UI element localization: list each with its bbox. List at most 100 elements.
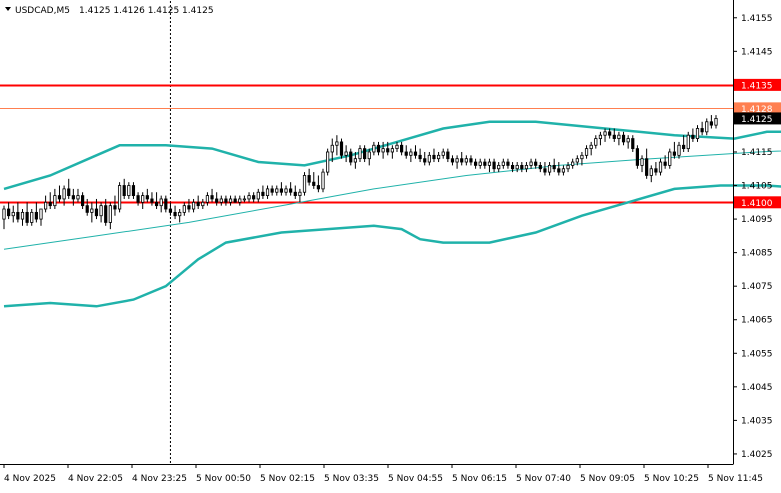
candle bbox=[409, 148, 413, 163]
candle-body bbox=[201, 201, 205, 207]
symbol-label[interactable]: USDCAD,M5 bbox=[15, 6, 70, 16]
candle-body bbox=[418, 154, 422, 160]
candle bbox=[104, 198, 108, 226]
candle bbox=[358, 145, 362, 163]
candle-body bbox=[487, 161, 492, 166]
candle bbox=[621, 131, 626, 146]
candle-body bbox=[326, 151, 330, 173]
candle bbox=[191, 198, 196, 213]
candle-body bbox=[196, 201, 200, 207]
candle-body bbox=[506, 161, 510, 166]
candle bbox=[460, 151, 464, 166]
candle-body bbox=[566, 164, 570, 170]
candle bbox=[663, 155, 667, 169]
candle bbox=[654, 162, 658, 176]
price-tag-1-4100-bg bbox=[734, 196, 781, 209]
candle-body bbox=[677, 144, 681, 156]
candle bbox=[395, 141, 399, 152]
candle bbox=[464, 155, 468, 166]
candle-body bbox=[547, 164, 552, 173]
candle bbox=[275, 185, 279, 196]
candle bbox=[210, 188, 214, 203]
candle bbox=[238, 195, 242, 206]
candle-body bbox=[709, 121, 713, 126]
candle-body bbox=[80, 195, 85, 207]
candle bbox=[473, 158, 478, 169]
candle bbox=[344, 145, 348, 163]
candle bbox=[608, 128, 612, 139]
candle bbox=[640, 155, 644, 173]
candle bbox=[7, 202, 11, 220]
candle-body bbox=[631, 138, 635, 150]
candle bbox=[330, 138, 334, 163]
candle-body bbox=[71, 195, 75, 200]
candle bbox=[501, 158, 505, 169]
price-tag-1-4100: 1.4100 bbox=[741, 199, 773, 209]
candle-body bbox=[589, 144, 593, 150]
candle bbox=[145, 188, 149, 203]
time-tick-label: 5 Nov 07:40 bbox=[516, 474, 571, 484]
price-tick-label: 1.4095 bbox=[741, 215, 773, 225]
candle-body bbox=[645, 158, 649, 176]
candle bbox=[672, 141, 676, 159]
candle-body bbox=[390, 148, 394, 153]
candle-body bbox=[603, 131, 607, 136]
candle-body bbox=[284, 188, 288, 193]
candle bbox=[617, 131, 621, 146]
candle bbox=[62, 185, 66, 206]
candle-body bbox=[381, 148, 385, 153]
candle-body bbox=[48, 201, 52, 207]
symbol-dropdown-icon[interactable] bbox=[5, 7, 11, 11]
candle-body bbox=[191, 201, 196, 210]
candle-body bbox=[575, 158, 579, 163]
candle-body bbox=[561, 168, 566, 173]
candle bbox=[30, 209, 34, 226]
candle bbox=[534, 158, 538, 169]
candle bbox=[353, 151, 357, 169]
candle bbox=[677, 141, 681, 159]
candle-body bbox=[409, 151, 413, 156]
candle-body bbox=[584, 148, 589, 156]
candle bbox=[298, 188, 302, 203]
candle bbox=[695, 125, 700, 142]
candle-body bbox=[224, 198, 228, 203]
candle bbox=[339, 138, 344, 159]
candle-body bbox=[34, 211, 38, 220]
candle-body bbox=[594, 138, 598, 146]
candle bbox=[598, 131, 603, 146]
candle-body bbox=[552, 164, 556, 170]
candle-body bbox=[608, 131, 612, 136]
price-tick-label: 1.4085 bbox=[741, 249, 773, 259]
candle-body bbox=[339, 141, 344, 156]
candle bbox=[11, 205, 15, 223]
candle bbox=[136, 192, 140, 206]
candle bbox=[584, 145, 589, 159]
candle-body bbox=[492, 161, 496, 170]
candle bbox=[635, 145, 640, 169]
candle bbox=[312, 172, 316, 189]
candle-body bbox=[39, 208, 43, 220]
candle bbox=[700, 121, 704, 136]
candle-body bbox=[261, 191, 265, 196]
candle-body bbox=[330, 144, 334, 153]
candle bbox=[580, 151, 584, 166]
candle-body bbox=[543, 168, 547, 173]
candle bbox=[247, 192, 251, 203]
candle bbox=[709, 115, 713, 129]
current-price-tag: 1.4125 bbox=[741, 115, 773, 125]
price-tick-label: 1.4145 bbox=[741, 47, 773, 57]
candle-body bbox=[640, 158, 644, 166]
candle-body bbox=[455, 158, 459, 163]
candle-body bbox=[108, 205, 112, 223]
candle bbox=[381, 141, 385, 159]
candle-body bbox=[349, 151, 353, 163]
candle bbox=[76, 188, 80, 203]
time-tick-label: 5 Nov 00:50 bbox=[196, 474, 251, 484]
candle-body bbox=[316, 185, 320, 190]
candle-body bbox=[534, 161, 538, 166]
candle bbox=[705, 118, 709, 136]
candle-body bbox=[423, 158, 427, 163]
time-tick-label: 5 Nov 11:45 bbox=[708, 474, 763, 484]
